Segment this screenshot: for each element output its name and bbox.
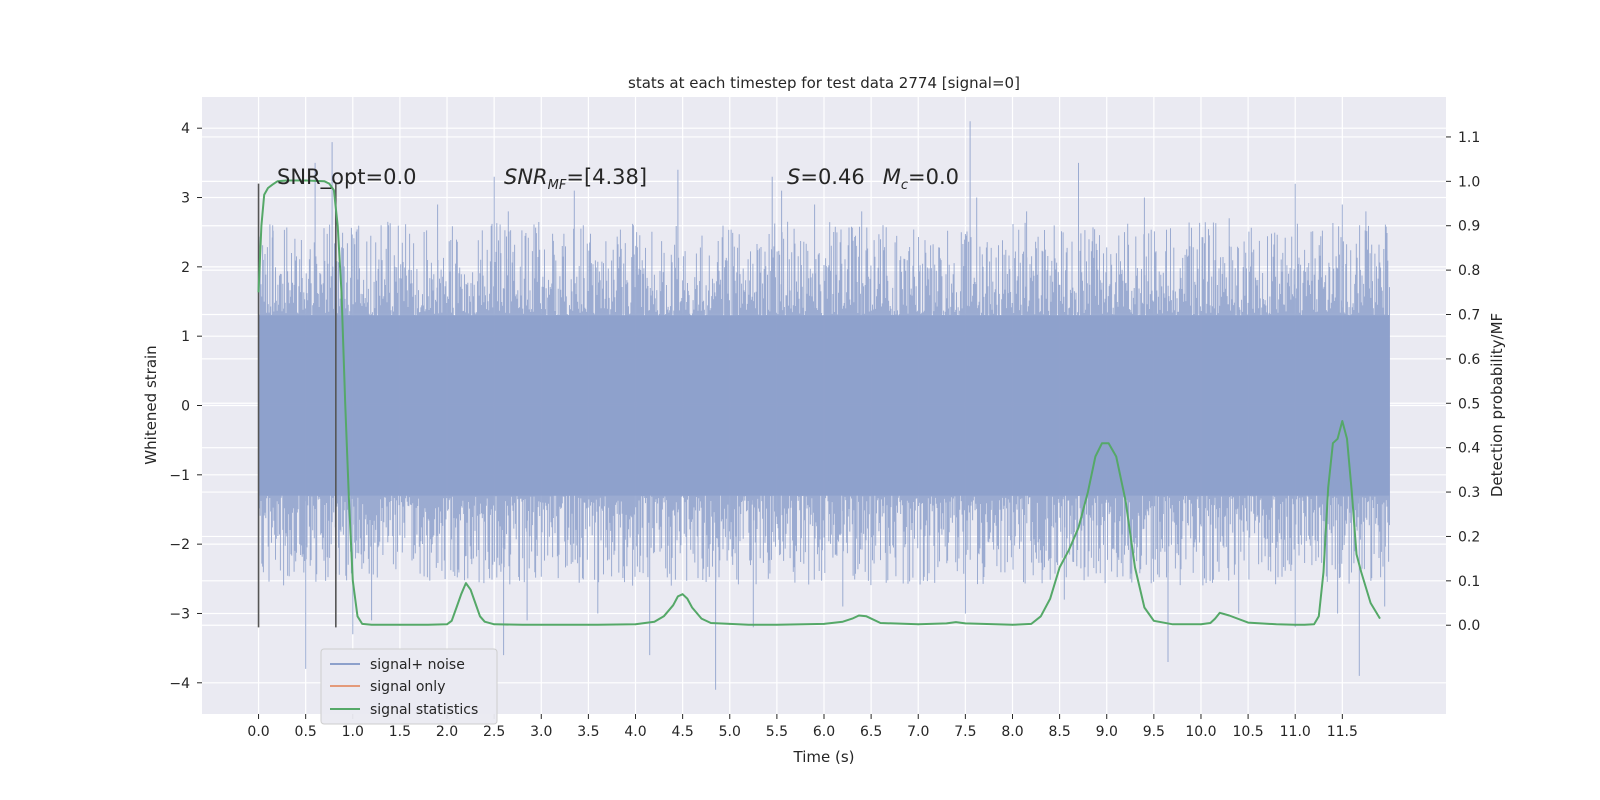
x-axis-label: Time (s) [793, 748, 855, 766]
y-axis-label: Whitened strain [142, 345, 160, 464]
x-tick-label: 6.5 [860, 724, 882, 740]
y2-tick-label: 0.6 [1458, 352, 1480, 368]
y-tick-label: 4 [181, 121, 190, 137]
x-tick-label: 0.0 [247, 724, 269, 740]
x-tick-label: 1.0 [342, 724, 364, 740]
x-tick-label: 2.0 [436, 724, 458, 740]
y2-tick-label: 1.0 [1458, 174, 1480, 190]
annotation-snr-mf: SNRMF=[4.38] [504, 165, 647, 193]
x-tick-label: 2.5 [483, 724, 505, 740]
x-tick-label: 8.0 [1001, 724, 1023, 740]
chart-title: stats at each timestep for test data 277… [628, 74, 1020, 92]
y2-tick-label: 0.7 [1458, 308, 1480, 324]
x-tick-label: 11.5 [1327, 724, 1358, 740]
x-tick-label: 9.5 [1143, 724, 1165, 740]
y-tick-label: −4 [169, 676, 190, 692]
series-signal-noise [258, 121, 1390, 690]
y-tick-label: 2 [181, 260, 190, 276]
y2-tick-label: 0.0 [1458, 618, 1480, 634]
annotation-snr-opt: SNR_opt=0.0 [277, 165, 417, 190]
x-tick-label: 9.0 [1096, 724, 1118, 740]
x-tick-label: 10.5 [1233, 724, 1264, 740]
x-tick-label: 4.0 [624, 724, 646, 740]
y-tick-label: 0 [181, 399, 190, 415]
legend-label-signal-statistics: signal statistics [370, 702, 478, 718]
y2-tick-label: 0.8 [1458, 263, 1480, 279]
y-tick-label: 3 [181, 191, 190, 207]
y-tick-label: −3 [169, 606, 190, 622]
x-tick-label: 5.5 [766, 724, 788, 740]
x-tick-label: 7.0 [907, 724, 929, 740]
x-tick-label: 11.0 [1280, 724, 1311, 740]
legend-box [320, 648, 498, 725]
x-tick-label: 5.0 [719, 724, 741, 740]
y2-axis-label: Detection probability/MF [1488, 313, 1506, 497]
x-tick-label: 7.5 [954, 724, 976, 740]
y2-tick-label: 0.2 [1458, 529, 1480, 545]
y2-axis-ticks: 1.1 1.0 0.9 0.8 0.7 0.6 0.5 0.4 0.3 0.2 0.1 0.0 [1446, 130, 1480, 634]
legend: signal+ noise signal only signal statist… [320, 648, 498, 725]
x-tick-label: 3.5 [577, 724, 599, 740]
y2-tick-label: 0.1 [1458, 574, 1480, 590]
y-axis-ticks: 4 3 2 1 0 −1 −2 −3 −4 [169, 121, 202, 692]
y2-tick-label: 0.4 [1458, 441, 1480, 457]
y2-tick-label: 0.3 [1458, 485, 1480, 501]
x-axis-ticks: 0.0 0.5 1.0 1.5 2.0 2.5 3.0 3.5 4.0 4.5 5.0 5.5 6.0 6… [247, 714, 1358, 740]
y2-tick-label: 0.5 [1458, 396, 1480, 412]
annotation-s-mc: S=0.46 Mc=0.0 [787, 165, 959, 193]
y-tick-label: 1 [181, 329, 190, 345]
x-tick-label: 10.0 [1185, 724, 1216, 740]
x-tick-label: 4.5 [672, 724, 694, 740]
y2-tick-label: 0.9 [1458, 219, 1480, 235]
y2-tick-label: 1.1 [1458, 130, 1480, 146]
x-tick-label: 1.5 [389, 724, 411, 740]
x-tick-label: 6.0 [813, 724, 835, 740]
y-tick-label: −2 [169, 537, 190, 553]
legend-label-signal-noise: signal+ noise [370, 657, 465, 673]
x-tick-label: 0.5 [295, 724, 317, 740]
y-tick-label: −1 [169, 468, 190, 484]
signal-statistics-line [257, 179, 1381, 626]
vertical-markers [257, 183, 337, 628]
x-tick-label: 8.5 [1048, 724, 1070, 740]
series-signal-statistics [257, 179, 1381, 626]
legend-label-signal-only: signal only [370, 679, 445, 695]
x-tick-label: 3.0 [530, 724, 552, 740]
